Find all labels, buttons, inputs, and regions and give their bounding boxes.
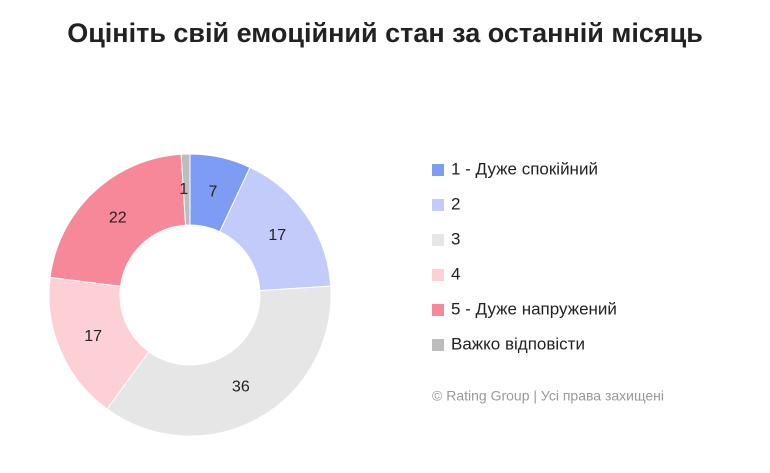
donut-slice [180, 153, 191, 226]
source-note: © Rating Group | Усі права захищені [432, 388, 664, 404]
legend-swatch [432, 164, 444, 176]
data-label: 17 [268, 227, 286, 244]
legend-swatch [432, 339, 444, 351]
donut-slice [106, 285, 332, 437]
legend-swatch [432, 234, 444, 246]
data-label: 36 [232, 379, 250, 396]
legend-label: Важко відповісти [451, 334, 585, 353]
legend-label: 5 - Дуже напружений [451, 299, 617, 318]
legend-label: 2 [451, 194, 460, 213]
data-label: 17 [84, 328, 102, 345]
legend-swatch [432, 304, 444, 316]
legend-swatch [432, 199, 444, 211]
legend-label: 4 [451, 264, 460, 283]
data-label: 22 [109, 209, 127, 226]
legend-label: 3 [451, 229, 460, 248]
chart-title: Оцініть свій емоційний стан за останній … [67, 18, 703, 48]
donut-slice [48, 276, 150, 410]
donut-slice [49, 153, 187, 287]
legend-swatch [432, 269, 444, 281]
data-label: 7 [209, 183, 218, 200]
donut-slice [219, 166, 332, 292]
data-label: 1 [179, 181, 188, 198]
legend-label: 1 - Дуже спокійний [451, 159, 598, 178]
